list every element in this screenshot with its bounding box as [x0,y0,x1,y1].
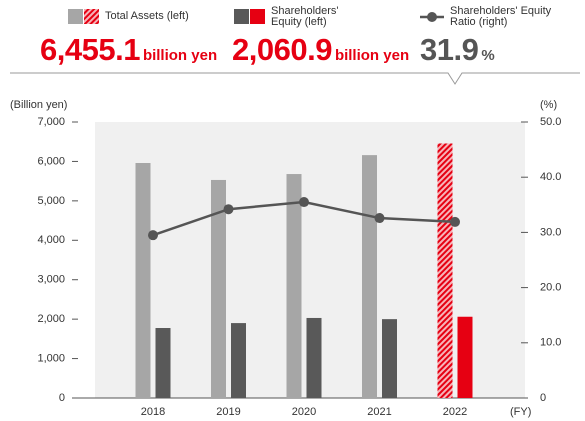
bar [286,174,302,398]
legend-label: Shareholders' Equity (left) [271,5,339,28]
x-tick-label: 2021 [367,406,391,418]
x-axis-label: (FY) [510,406,531,418]
y2-tick-label: 0 [540,392,546,404]
bar [457,316,473,398]
y-tick-label: 6,000 [37,155,65,167]
x-tick-label: 2022 [443,406,467,418]
bar [437,143,453,398]
bar [155,328,171,398]
legend-swatch [68,9,83,24]
headline: 6,455.1 billion yen [40,32,217,68]
y-tick-label: 4,000 [37,234,65,246]
ratio-point [450,216,460,227]
y2-tick-label: 10.0 [540,337,561,349]
bar [382,319,397,398]
ratio-point [299,197,309,208]
ratio-point [148,230,158,241]
headline: 2,060.9 billion yen [232,32,409,68]
ratio-point [223,204,234,215]
bar [211,179,226,398]
bar [231,323,246,398]
legend-swatch [84,9,99,24]
legend-swatch [250,9,265,24]
legend-label: Total Assets (left) [105,10,189,22]
y-tick-label: 0 [59,392,65,404]
separator [10,72,580,85]
bar [306,317,322,398]
y-tick-label: 1,000 [37,352,65,364]
headline-unit: % [481,47,495,64]
legend-marker [427,12,437,22]
x-tick-label: 2019 [216,406,240,418]
headline-unit: billion yen [334,47,410,64]
y-tick-label: 3,000 [37,274,65,286]
x-tick-label: 2020 [292,406,316,418]
legend-label: Shareholders' Equity Ratio (right) [450,5,552,28]
y-tick-label: 5,000 [37,195,65,207]
y-axis-label: (Billion yen) [10,99,67,111]
legend-swatch [234,9,249,24]
y-tick-label: 2,000 [37,313,65,325]
y2-tick-label: 20.0 [540,282,561,294]
y2-tick-label: 40.0 [540,171,561,183]
y2-tick-label: 50.0 [540,116,561,128]
headline-value: 6,455.1 [40,32,140,67]
headline-value: 31.9 [420,32,479,67]
headline-unit: billion yen [142,47,218,64]
x-tick-label: 2018 [141,406,165,418]
headline-value: 2,060.9 [232,32,332,67]
y2-tick-label: 30.0 [540,226,561,238]
y2-axis-label: (%) [540,99,557,111]
ratio-point [374,213,385,224]
y-tick-label: 7,000 [37,116,65,128]
bar [135,163,151,398]
bar [362,155,377,398]
headline: 31.9% [420,32,495,68]
